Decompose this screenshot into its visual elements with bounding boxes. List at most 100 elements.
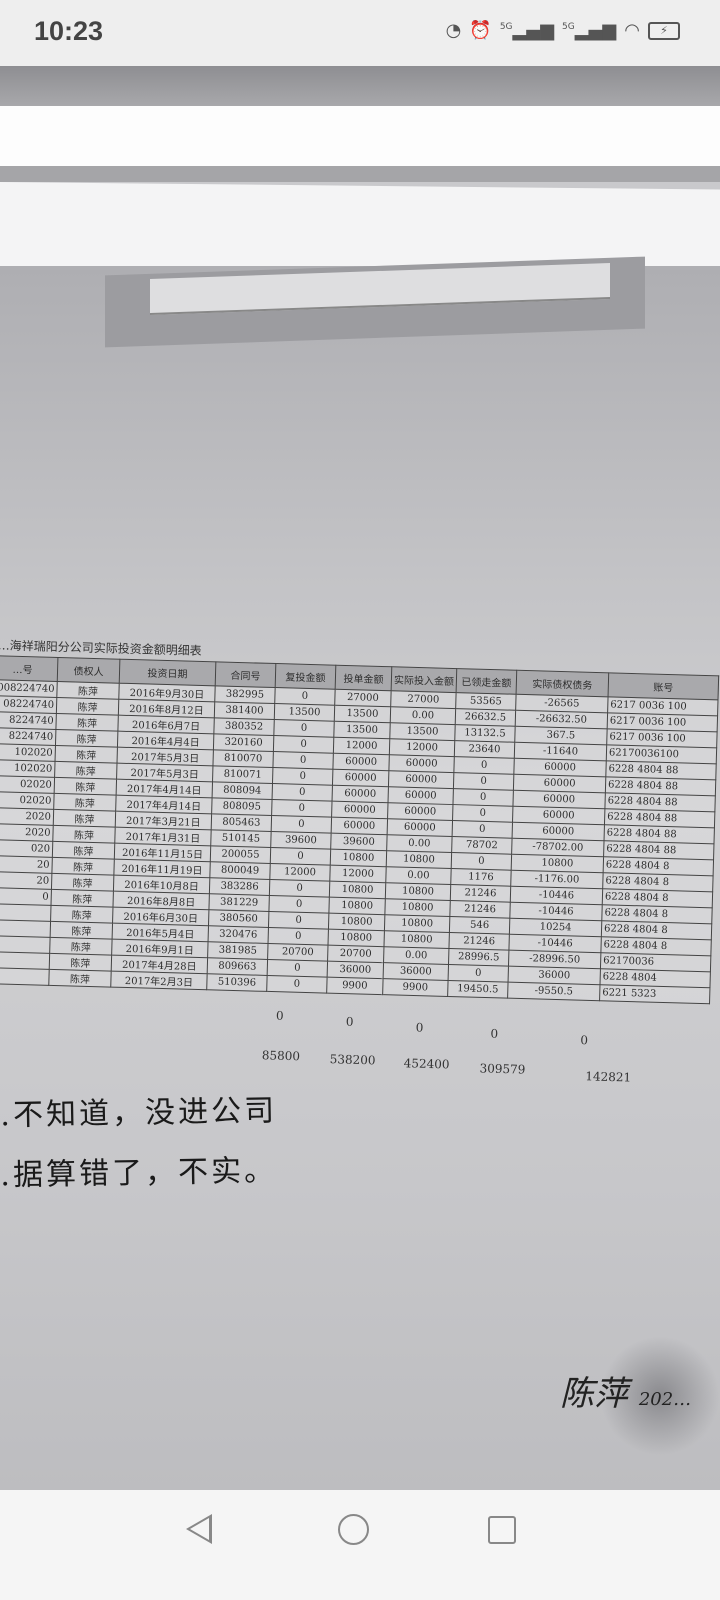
table-cell: 20700 xyxy=(327,945,384,963)
table-cell: 380352 xyxy=(213,717,275,736)
table-cell: 陈萍 xyxy=(52,841,115,860)
column-header: 已领走金额 xyxy=(456,668,517,695)
table-cell: 0 xyxy=(270,847,331,866)
document-photo: …海祥瑞阳分公司实际投资金额明细表 …号 债权人 投资日期 合同号 复投金额 投单金额 实际… xyxy=(0,256,720,1490)
table-cell: 9900 xyxy=(382,978,449,997)
table-cell: 808095 xyxy=(211,797,273,816)
table-cell: 20 xyxy=(0,871,52,890)
total-actual-invest: 452400 xyxy=(403,1056,450,1072)
total-withdrawn: 309579 xyxy=(479,1061,526,1077)
table-cell: 陈萍 xyxy=(50,905,113,924)
table-cell: 546 xyxy=(449,916,510,935)
status-time: 10:23 xyxy=(34,16,104,46)
navigation-bar xyxy=(0,1490,720,1600)
column-header: 投资日期 xyxy=(119,659,216,686)
totals-area: 0 0 0 0 0 85800 538200 452400 309579 142… xyxy=(0,1001,720,1101)
table-cell: 0 xyxy=(448,964,509,983)
table-cell: 0 xyxy=(268,911,329,930)
table-cell: 10800 xyxy=(383,930,450,949)
table-cell: 28996.5 xyxy=(448,948,509,967)
table-cell: 60000 xyxy=(331,801,389,819)
table-cell: 2017年4月14日 xyxy=(115,795,213,814)
table-cell: 陈萍 xyxy=(50,921,113,940)
table-cell: 381229 xyxy=(208,893,270,912)
total-reinvest: 85800 xyxy=(261,1048,301,1064)
zero-value: 0 xyxy=(275,1008,284,1023)
table-cell: 800049 xyxy=(209,861,271,880)
table-cell: 10800 xyxy=(386,850,452,869)
column-header: 投单金额 xyxy=(335,665,392,691)
table-cell: 8224740 xyxy=(0,727,56,746)
column-header: 账号 xyxy=(608,672,719,700)
table-cell: 2017年2月3日 xyxy=(110,971,208,990)
table-cell: 8224740 xyxy=(0,711,57,730)
table-cell: 2017年3月21日 xyxy=(115,811,212,830)
zero-value: 0 xyxy=(415,1020,424,1035)
table-cell: 陈萍 xyxy=(56,697,119,716)
signal-5g-sim1-icon: 5G▂▄▆ xyxy=(499,20,555,41)
table-cell: 2016年11月19日 xyxy=(113,859,211,878)
table-cell: 陈萍 xyxy=(56,681,120,700)
table-cell: 10800 xyxy=(328,913,385,931)
table-cell: 0 xyxy=(452,820,513,839)
table-cell: 60000 xyxy=(388,786,454,805)
table-cell: 陈萍 xyxy=(55,729,118,748)
investment-table-wrap: …海祥瑞阳分公司实际投资金额明细表 …号 债权人 投资日期 合同号 复投金额 投单金额 实际… xyxy=(0,636,720,1004)
zero-value: 0 xyxy=(345,1014,354,1029)
table-cell: 2017年4月14日 xyxy=(116,779,213,798)
table-cell: 60000 xyxy=(388,770,454,789)
table-cell: 810071 xyxy=(212,765,273,784)
table-cell: 08224740 xyxy=(0,695,57,714)
fingerprint xyxy=(600,1336,720,1456)
table-cell: 008224740 xyxy=(0,679,58,698)
table-cell: 陈萍 xyxy=(49,937,113,956)
table-cell: 0 xyxy=(271,815,332,834)
table-cell: 21246 xyxy=(450,884,511,903)
table-cell: 2016年6月7日 xyxy=(117,715,215,734)
table-cell: 0 xyxy=(452,788,514,807)
table-cell: 陈萍 xyxy=(51,889,114,908)
wifi-icon: ◠ xyxy=(624,20,640,41)
table-cell: 020 xyxy=(0,839,53,858)
table-cell: 381400 xyxy=(214,701,275,720)
table-cell: 0 xyxy=(453,756,515,775)
table-cell: 320476 xyxy=(208,925,269,944)
signal-5g-sim2-icon: 5G▂▄▆ xyxy=(562,20,617,41)
column-header: 合同号 xyxy=(215,661,276,688)
table-cell: 陈萍 xyxy=(51,857,115,876)
table-cell: 2016年5月4日 xyxy=(112,923,209,942)
sim2-label: 5G xyxy=(562,22,575,32)
table-cell: 2020 xyxy=(0,807,54,826)
table-cell: 2017年1月31日 xyxy=(114,827,212,846)
table-cell: 510145 xyxy=(210,829,272,848)
home-icon[interactable] xyxy=(338,1514,369,1545)
table-cell: 2017年5月3日 xyxy=(117,747,214,766)
table-cell: 20700 xyxy=(267,943,329,962)
column-header: 实际投入金额 xyxy=(391,666,457,693)
status-icons: ◔ ⏰ 5G▂▄▆ 5G▂▄▆ ◠ ⚡ xyxy=(446,20,680,41)
table-cell xyxy=(0,919,51,938)
table-cell: 13500 xyxy=(389,722,456,741)
table-cell: 10800 xyxy=(384,898,451,917)
table-cell: 陈萍 xyxy=(48,969,112,988)
alarm-icon: ⏰ xyxy=(469,20,492,41)
sim1-label: 5G xyxy=(499,22,513,32)
image-viewer[interactable]: …海祥瑞阳分公司实际投资金额明细表 …号 债权人 投资日期 合同号 复投金额 投单金额 实际… xyxy=(0,66,720,1490)
table-cell: 809663 xyxy=(207,957,268,976)
table-cell: 0.00 xyxy=(386,834,453,853)
table-cell: 2016年9月30日 xyxy=(118,683,216,702)
table-cell: 60000 xyxy=(331,817,388,835)
recent-apps-icon[interactable] xyxy=(488,1516,516,1544)
table-cell: 10800 xyxy=(330,849,387,867)
table-cell: 10800 xyxy=(328,897,386,915)
handwritten-note-2: …据算错了，不实。 xyxy=(0,1153,278,1194)
handwritten-note-1: …不知道，没进公司 xyxy=(0,1093,278,1134)
total-balance: 142821 xyxy=(585,1069,632,1085)
table-cell: 39600 xyxy=(330,833,388,851)
table-cell: 320160 xyxy=(213,733,274,752)
back-icon[interactable] xyxy=(186,1514,212,1544)
table-cell: 0 xyxy=(273,735,334,754)
table-cell: 60000 xyxy=(332,753,390,771)
table-cell: 805463 xyxy=(211,813,272,832)
table-cell: 1176 xyxy=(450,868,512,887)
